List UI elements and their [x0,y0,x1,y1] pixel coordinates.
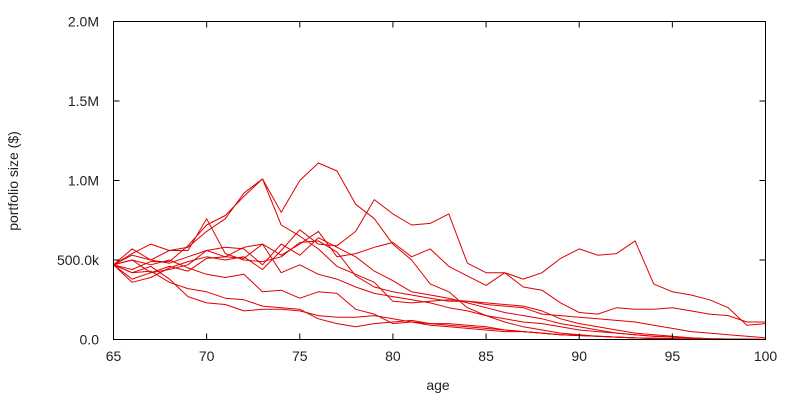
y-tick-label: 0.0 [80,332,100,348]
ticks-layer: 65 70 75 80 85 90 95 100 0.0 500.0k 1.0M 1.5M 2.0M [57,14,777,365]
y-tick-label: 1.5M [68,93,99,109]
series-line [113,178,766,340]
x-tick-label: 65 [106,348,122,364]
x-tick-label: 90 [571,348,587,364]
y-axis-label: portfolio size ($) [5,131,21,231]
y-tick-label: 1.0M [68,173,99,189]
series-line [113,243,766,340]
series-line [113,218,766,339]
x-axis-label: age [426,377,450,393]
x-tick-label: 75 [292,348,308,364]
x-tick-label: 100 [754,348,778,364]
y-tick-label: 500.0k [57,252,100,268]
plot-frame [113,21,766,340]
series-layer [113,162,766,340]
series-line [113,264,766,340]
series-line [113,230,766,323]
x-tick-label: 85 [478,348,494,364]
series-line [113,259,766,340]
y-tick-label: 2.0M [68,14,99,30]
x-tick-label: 70 [199,348,215,364]
x-tick-label: 95 [665,348,681,364]
series-line [113,264,766,340]
series-line [113,199,766,326]
series-line [113,162,766,340]
x-tick-label: 80 [385,348,401,364]
